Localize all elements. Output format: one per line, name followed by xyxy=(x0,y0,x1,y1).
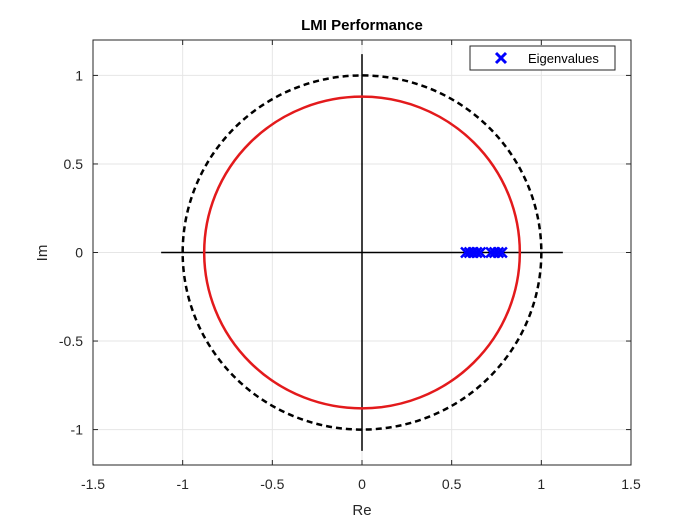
eigenvalue-marker xyxy=(495,246,508,259)
x-tick-label: 1 xyxy=(537,476,545,492)
eigenvalue-markers xyxy=(460,246,508,259)
legend-marker-icon xyxy=(494,51,508,65)
x-tick-label: -0.5 xyxy=(260,476,284,492)
x-axis-label: Re xyxy=(352,502,371,519)
axis-ticks: -1.5 -1 -0.5 0 0.5 1 1.5 -1 -0.5 0 0.5 1 xyxy=(59,40,641,492)
x-tick-label: 1.5 xyxy=(621,476,641,492)
y-tick-label: 0.5 xyxy=(64,156,84,172)
y-tick-label: 1 xyxy=(75,67,83,83)
y-axis-label: Im xyxy=(34,245,51,262)
eigenvalue-marker xyxy=(470,246,483,259)
performance-circle xyxy=(202,95,522,410)
legend-label: Eigenvalues xyxy=(528,51,599,66)
legend-box xyxy=(469,45,616,71)
x-tick-label: -1 xyxy=(176,476,189,492)
unit-circle xyxy=(181,74,543,431)
x-tick-label: 0.5 xyxy=(442,476,462,492)
eigenvalue-marker xyxy=(474,246,487,259)
legend: Eigenvalues xyxy=(469,45,616,71)
eigenvalue-marker xyxy=(492,246,505,259)
y-tick-label: -0.5 xyxy=(59,333,83,349)
y-tick-label: -1 xyxy=(71,422,84,438)
x-tick-label: 0 xyxy=(358,476,366,492)
chart-title: LMI Performance xyxy=(301,17,423,34)
x-tick-label: -1.5 xyxy=(81,476,105,492)
y-tick-label: 0 xyxy=(75,245,83,261)
